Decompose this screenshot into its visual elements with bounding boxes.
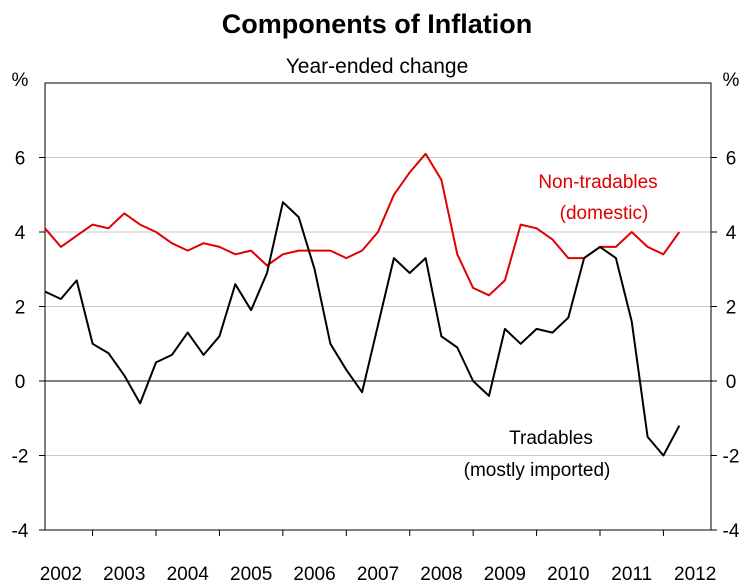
y-tick-label-left: -4 [12,521,29,542]
tradables-sublabel: (mostly imported) [464,460,611,481]
x-tick-label: 2005 [230,564,272,585]
x-tick-label: 2007 [357,564,399,585]
y-tick-label-left: 4 [15,223,26,244]
x-tick-label: 2003 [103,564,145,585]
y-tick-label-left: 0 [15,372,26,393]
y-tick-label-right: 4 [726,223,737,244]
x-tick-label: 2004 [167,564,210,585]
y-axis-unit-left: % [12,70,29,91]
chart-title: Components of Inflation [222,9,532,39]
x-tick-label: 2010 [547,564,589,585]
x-tick-labels: 2002 2003 2004 2005 2006 2007 2008 2009 2010 2011… [40,564,717,585]
y-tick-label-left: 2 [15,298,26,319]
x-tick-label: 2011 [611,564,652,585]
y-tick-label-right: 2 [726,298,737,319]
x-tick-label: 2006 [293,564,335,585]
y-tick-label-right: -2 [723,447,740,468]
series-lines [44,152,681,457]
x-tick-label: 2008 [420,564,462,585]
series-line-non-tradables [44,152,681,297]
y-axis-unit-right: % [723,70,740,91]
y-tick-label-left: 6 [15,149,26,170]
non-tradables-label: Non-tradables [538,172,657,193]
x-tick-label: 2012 [674,564,716,585]
non-tradables-sublabel: (domestic) [560,203,649,224]
tradables-label: Tradables [509,428,593,449]
x-tick-label: 2009 [484,564,526,585]
y-tick-labels: -4 -4 -2 -2 0 0 2 2 4 4 6 6 [12,149,740,543]
y-tick-label-right: 6 [726,149,737,170]
y-tick-label-left: -2 [12,447,29,468]
y-tick-label-right: -4 [723,521,740,542]
chart-subtitle: Year-ended change [286,55,469,78]
y-tick-label-right: 0 [726,372,737,393]
series-line-tradables [44,201,681,457]
axis-ticks [39,157,717,536]
x-tick-label: 2002 [40,564,82,585]
